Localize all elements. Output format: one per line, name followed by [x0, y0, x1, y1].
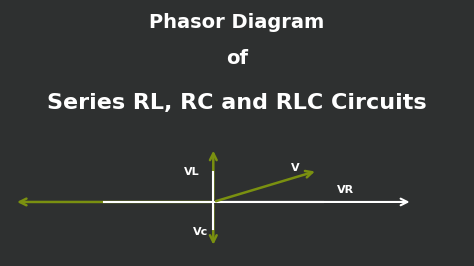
Text: V: V	[291, 163, 300, 173]
Text: Phasor Diagram: Phasor Diagram	[149, 13, 325, 32]
Text: Series RL, RC and RLC Circuits: Series RL, RC and RLC Circuits	[47, 93, 427, 113]
Text: of: of	[226, 49, 248, 68]
Text: Vc: Vc	[193, 227, 209, 236]
Text: VL: VL	[183, 167, 199, 177]
Text: VR: VR	[337, 185, 354, 195]
